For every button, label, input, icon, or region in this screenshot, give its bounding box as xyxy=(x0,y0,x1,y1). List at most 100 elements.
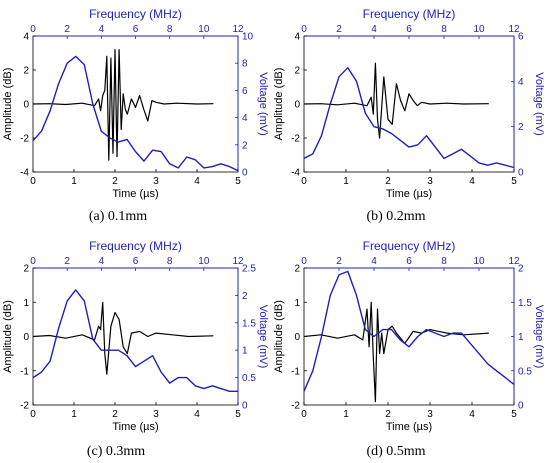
x-tick-label: 4 xyxy=(469,176,475,187)
x2-tick-label: 8 xyxy=(441,24,447,35)
x2-tick-label: 6 xyxy=(406,256,412,267)
y2-tick-label: 0 xyxy=(242,401,248,412)
y-tick-label: 0 xyxy=(294,332,300,343)
x-axis-label: Time (µs) xyxy=(112,421,158,433)
x2-axis-label: Frequency (MHz) xyxy=(89,239,182,253)
y-tick-label: 4 xyxy=(23,32,29,43)
amplitude-time-line xyxy=(32,49,214,161)
y-tick-label: -1 xyxy=(291,366,300,377)
x-axis-label: Time (µs) xyxy=(112,188,158,200)
y2-tick-label: 0 xyxy=(518,401,524,412)
x-tick-label: 5 xyxy=(235,409,241,420)
y2-tick-label: 4 xyxy=(518,77,524,88)
x2-tick-label: 12 xyxy=(508,24,520,35)
x2-axis-label: Frequency (MHz) xyxy=(363,239,456,253)
y-tick-label: 0 xyxy=(23,332,29,343)
y-tick-label: 1 xyxy=(23,298,29,309)
x-tick-label: 0 xyxy=(30,176,36,187)
y-tick-label: -4 xyxy=(20,168,29,179)
y2-axis-label: Voltage (mV) xyxy=(533,305,545,369)
x2-tick-label: 2 xyxy=(336,256,342,267)
x2-tick-label: 2 xyxy=(64,24,70,35)
y2-tick-label: 0 xyxy=(518,168,524,179)
x2-tick-label: 2 xyxy=(336,24,342,35)
x-axis-label: Time (µs) xyxy=(386,421,432,433)
x-tick-label: 1 xyxy=(343,409,349,420)
voltage-frequency-line xyxy=(303,67,515,169)
x2-axis-label: Frequency (MHz) xyxy=(363,7,456,21)
x2-tick-label: 10 xyxy=(473,24,485,35)
panel-caption: (a) 0.1mm xyxy=(89,209,147,224)
amplitude-time-line xyxy=(32,301,214,375)
y-axis-label: Amplitude (dB) xyxy=(273,300,285,373)
x-tick-label: 0 xyxy=(30,409,36,420)
y2-tick-label: 0.5 xyxy=(242,373,256,384)
y2-tick-label: 1.5 xyxy=(518,298,532,309)
y2-tick-label: 2 xyxy=(518,264,524,275)
x2-tick-label: 8 xyxy=(167,256,173,267)
y-tick-label: -2 xyxy=(291,134,300,145)
y2-tick-label: 0.5 xyxy=(518,366,532,377)
amplitude-time-line xyxy=(303,62,489,139)
x-tick-label: 2 xyxy=(112,409,118,420)
y2-tick-label: 2.5 xyxy=(242,264,256,275)
y-tick-label: 2 xyxy=(23,264,29,275)
x-tick-label: 5 xyxy=(511,409,517,420)
x2-tick-label: 10 xyxy=(473,256,485,267)
x2-tick-label: 4 xyxy=(99,256,105,267)
voltage-frequency-line xyxy=(32,289,238,392)
x-tick-label: 3 xyxy=(153,176,159,187)
x2-tick-label: 4 xyxy=(371,24,377,35)
x2-tick-label: 8 xyxy=(167,24,173,35)
y-axis-label: Amplitude (dB) xyxy=(2,68,14,141)
x-tick-label: 2 xyxy=(385,176,391,187)
y-tick-label: -2 xyxy=(20,401,29,412)
y-tick-label: 0 xyxy=(23,100,29,111)
x2-tick-label: 12 xyxy=(508,256,520,267)
y-tick-label: 4 xyxy=(294,32,300,43)
y2-tick-label: 4 xyxy=(242,113,248,124)
y-tick-label: -2 xyxy=(291,401,300,412)
x2-tick-label: 8 xyxy=(441,256,447,267)
x-tick-label: 1 xyxy=(71,176,77,187)
voltage-frequency-line xyxy=(32,55,239,172)
y2-tick-label: 6 xyxy=(518,32,524,43)
panel-caption: (d) 0.5mm xyxy=(366,444,425,459)
x2-tick-label: 0 xyxy=(30,256,36,267)
y-tick-label: 2 xyxy=(23,66,29,77)
y2-tick-label: 1 xyxy=(242,346,248,357)
y2-axis-label: Voltage (mV) xyxy=(257,305,269,369)
y-tick-label: -1 xyxy=(20,366,29,377)
x2-tick-label: 0 xyxy=(301,24,307,35)
x-tick-label: 0 xyxy=(301,409,307,420)
y2-axis-label: Voltage (mV) xyxy=(257,72,269,136)
y2-axis-label: Voltage (mV) xyxy=(533,72,545,136)
x2-tick-label: 6 xyxy=(133,24,139,35)
x2-tick-label: 10 xyxy=(198,256,210,267)
x-tick-label: 1 xyxy=(71,409,77,420)
y2-tick-label: 0 xyxy=(242,168,248,179)
y-tick-label: 2 xyxy=(294,66,300,77)
amplitude-time-line xyxy=(303,301,489,403)
x-tick-label: 3 xyxy=(427,176,433,187)
x2-tick-label: 0 xyxy=(301,256,307,267)
y2-tick-label: 1 xyxy=(518,332,524,343)
y-tick-label: 0 xyxy=(294,100,300,111)
x2-tick-label: 0 xyxy=(30,24,36,35)
y-tick-label: 2 xyxy=(294,264,300,275)
x-tick-label: 5 xyxy=(511,176,517,187)
x-tick-label: 3 xyxy=(153,409,159,420)
y2-tick-label: 8 xyxy=(242,59,248,70)
x-tick-label: 2 xyxy=(112,176,118,187)
voltage-frequency-line xyxy=(303,270,515,392)
y-axis-label: Amplitude (dB) xyxy=(2,300,14,373)
x2-tick-label: 6 xyxy=(406,24,412,35)
y2-tick-label: 1.5 xyxy=(242,318,256,329)
x-tick-label: 4 xyxy=(194,409,200,420)
panel-caption: (b) 0.2mm xyxy=(366,209,425,224)
y2-tick-label: 2 xyxy=(242,140,248,151)
x-tick-label: 0 xyxy=(301,176,307,187)
